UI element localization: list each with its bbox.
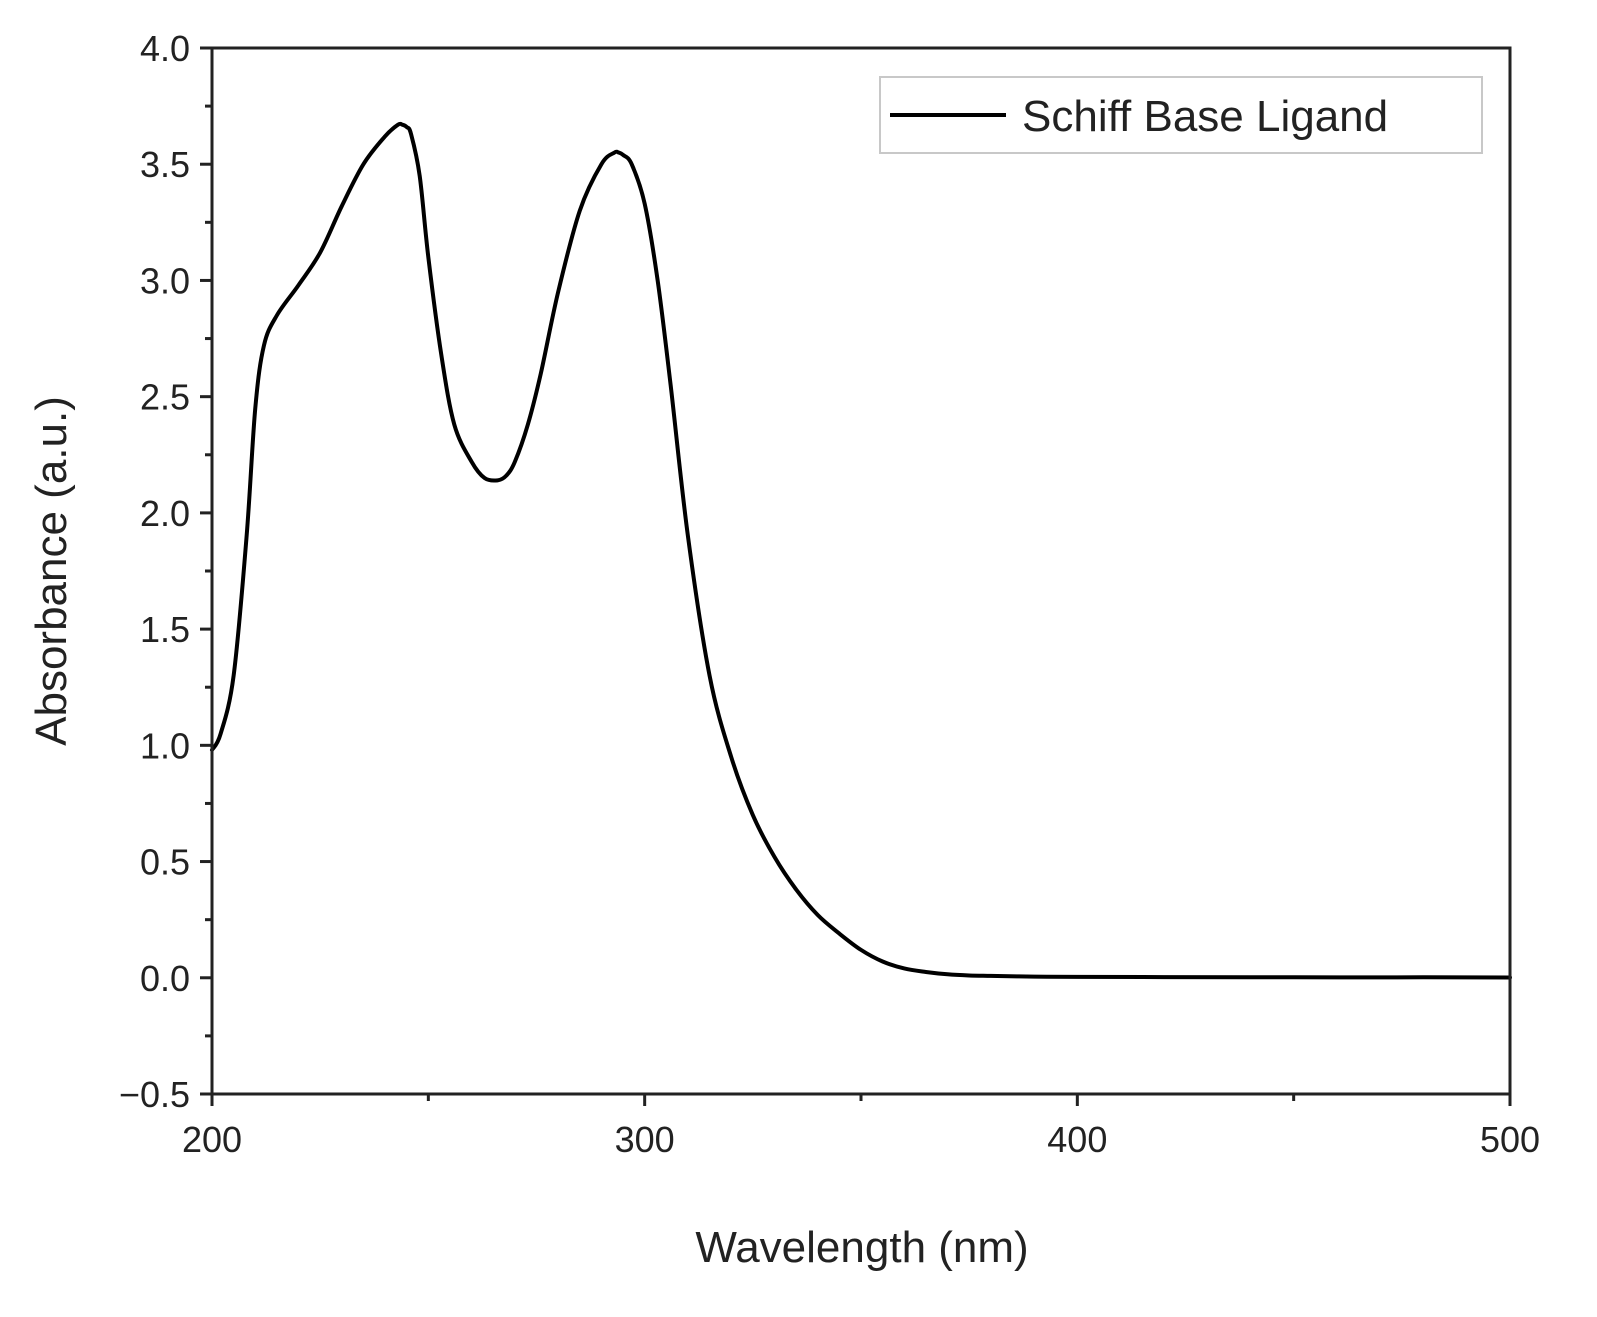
data-point <box>614 152 615 153</box>
data-point <box>1293 977 1294 978</box>
data-point <box>402 124 403 125</box>
data-point <box>623 154 624 155</box>
data-point <box>220 733 221 734</box>
data-point <box>276 315 277 316</box>
data-point <box>441 354 442 355</box>
data-point <box>246 536 247 537</box>
data-point <box>731 756 732 757</box>
data-point <box>969 975 970 976</box>
data-point <box>514 461 515 462</box>
data-point <box>579 210 580 211</box>
y-tick-label: 2.5 <box>140 377 190 418</box>
y-tick-label: 2.0 <box>140 493 190 534</box>
y-tick-label: 3.0 <box>140 260 190 301</box>
y-tick-label: 0.5 <box>140 842 190 883</box>
data-point <box>363 164 364 165</box>
data-point <box>263 345 264 346</box>
data-point <box>484 478 485 479</box>
data-point <box>471 461 472 462</box>
x-tick-label: 300 <box>615 1119 675 1160</box>
data-point <box>947 974 948 975</box>
data-point <box>385 136 386 137</box>
y-tick-label: 0.0 <box>140 958 190 999</box>
data-point <box>687 536 688 537</box>
data-point <box>709 675 710 676</box>
y-tick-label: 1.0 <box>140 725 190 766</box>
y-tick-label: −0.5 <box>119 1074 190 1115</box>
data-point <box>298 285 299 286</box>
data-point <box>657 280 658 281</box>
data-point <box>618 152 619 153</box>
data-point <box>527 424 528 425</box>
data-point <box>398 124 399 125</box>
data-point <box>233 675 234 676</box>
y-axis-title: Absorbance (a.u.) <box>27 396 76 746</box>
data-point <box>925 971 926 972</box>
y-tick-label: 3.5 <box>140 144 190 185</box>
data-point <box>1034 976 1035 977</box>
legend: Schiff Base Ligand <box>879 76 1483 154</box>
data-point <box>839 933 840 934</box>
legend-label-schiff-base-ligand: Schiff Base Ligand <box>1022 92 1388 141</box>
data-point <box>1077 976 1078 977</box>
data-point <box>406 127 407 128</box>
data-point <box>506 475 507 476</box>
data-point <box>861 949 862 950</box>
data-point <box>540 373 541 374</box>
data-point <box>1163 977 1164 978</box>
data-point <box>419 175 420 176</box>
data-point <box>990 975 991 976</box>
data-point <box>904 968 905 969</box>
x-tick-label: 200 <box>182 1119 242 1160</box>
axis-ticks <box>200 46 1512 1106</box>
data-point <box>454 424 455 425</box>
series-line-0 <box>210 121 1512 980</box>
data-point <box>752 815 753 816</box>
data-point <box>774 856 775 857</box>
data-point <box>497 480 498 481</box>
data-point <box>428 257 429 258</box>
x-tick-label: 400 <box>1047 1119 1107 1160</box>
data-point <box>601 164 602 165</box>
data-point <box>882 961 883 962</box>
data-point <box>255 408 256 409</box>
data-point <box>320 252 321 253</box>
data-point <box>817 915 818 916</box>
data-point <box>1423 977 1424 978</box>
x-tick-label: 500 <box>1480 1119 1540 1160</box>
y-tick-label: 4.0 <box>140 28 190 69</box>
data-point <box>341 206 342 207</box>
y-tick-label: 1.5 <box>140 609 190 650</box>
data-point <box>558 292 559 293</box>
tick-labels: −0.5 0.0 0.5 1.0 1.5 2.0 2.5 3.0 3.5 4.0 200 300 400… <box>119 28 1540 1160</box>
x-axis-title: Wavelength (nm) <box>695 1223 1028 1272</box>
plot-area <box>210 46 1512 1096</box>
plot-frame <box>210 46 1512 1096</box>
data-point <box>644 203 645 204</box>
data-point <box>670 385 671 386</box>
data-point <box>631 164 632 165</box>
data-point <box>411 134 412 135</box>
data-point <box>796 889 797 890</box>
